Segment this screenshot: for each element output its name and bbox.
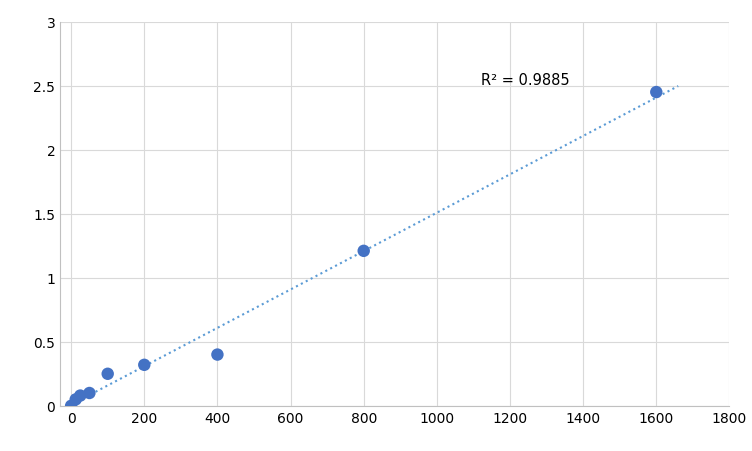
Point (74, 392, 86, 399)
Point (65, 402, 77, 410)
Point (102, 370, 114, 377)
Point (358, 248, 370, 255)
Point (138, 361, 150, 368)
Point (211, 351, 223, 359)
Point (83, 390, 96, 397)
Point (650, 89, 663, 97)
Point (70, 396, 82, 403)
Text: R² = 0.9885: R² = 0.9885 (481, 73, 569, 87)
